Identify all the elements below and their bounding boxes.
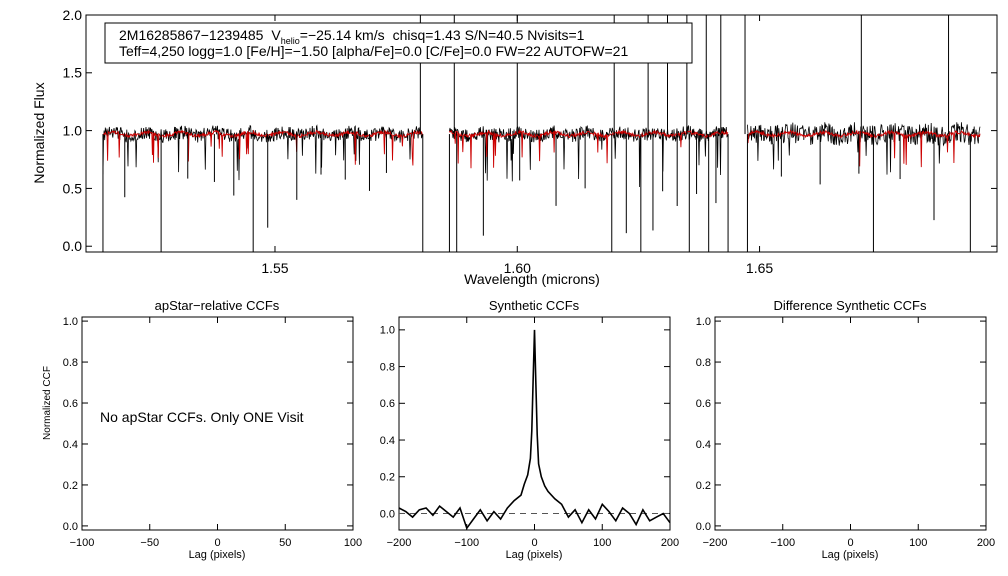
x-tick-label: 1.60	[504, 260, 531, 276]
annotation-v-subscript: helio	[281, 36, 300, 46]
apstar-ccf-ticks: −100 −50 0 50 100 0.0 0.2 0.4 0.6 0.8 1.0	[63, 316, 362, 549]
synthetic-ccf-ticks: −200 −100 0 100 200 0.0 0.2 0.4 0.6 0.8 1.0	[380, 317, 679, 549]
y-tick-label: 0.4	[380, 435, 395, 447]
synthetic-ccf-marks	[398, 329, 671, 530]
y-tick-label: 0.6	[63, 398, 78, 410]
apstar-ccf-xlabel: Lag (pixels)	[189, 549, 246, 561]
synthetic-ccf-line	[398, 329, 671, 530]
y-tick-label: 0.4	[696, 439, 711, 451]
spectrum-xlabel: Wavelength (microns)	[464, 271, 600, 287]
model-spectrum-line	[448, 129, 729, 169]
synthetic-ccf-title: Synthetic CCFs	[489, 298, 580, 313]
annotation-v-value: =−25.14 km/s	[300, 27, 385, 43]
y-tick-label: 0.8	[380, 361, 395, 373]
model-spectrum-line	[746, 129, 981, 168]
difference-ccf-axes-frame	[714, 316, 987, 531]
spectrum-axes-frame	[85, 14, 998, 253]
y-tick-label: 1.5	[63, 65, 83, 81]
x-tick-label: 100	[344, 537, 362, 549]
apstar-ccf-panel: apStar−relative CCFs −100 −50 0 50 100 0.0 0.2…	[42, 298, 362, 561]
x-tick-label: 50	[279, 537, 291, 549]
spectrum-panel: 1.55 1.60 1.65 0.0 0.5 1.0 1.5 2.0 Wavelength (…	[31, 7, 998, 287]
annotation-line-2: Teff=4,250 logg=1.0 [Fe/H]=−1.50 [alpha/…	[119, 43, 628, 59]
observed-spectrum-line	[747, 122, 981, 175]
y-tick-label: 0.2	[380, 472, 395, 484]
y-tick-label: 2.0	[63, 7, 83, 23]
y-tick-label: 0.6	[380, 398, 395, 410]
spectrum-ylabel: Normalized Flux	[31, 82, 47, 183]
difference-ccf-panel: Difference Synthetic CCFs −200 −100 0 100 20…	[696, 298, 995, 561]
y-tick-label: 0.8	[63, 357, 78, 369]
x-tick-label: 200	[977, 537, 995, 549]
x-tick-label: 200	[661, 537, 679, 549]
annotation-v-symbol: V	[271, 27, 281, 43]
x-tick-label: −100	[70, 537, 95, 549]
synthetic-ccf-xlabel: Lag (pixels)	[506, 549, 563, 561]
spectrum-annotation: 2M16285867−1239485 Vhelio=−25.14 km/s chis…	[104, 22, 693, 64]
difference-ccf-xlabel: Lag (pixels)	[822, 549, 879, 561]
y-tick-label: 0.5	[63, 180, 83, 196]
y-tick-label: 1.0	[63, 316, 78, 328]
x-tick-label: −200	[703, 537, 728, 549]
annotation-box	[104, 22, 693, 64]
y-tick-label: 0.6	[696, 398, 711, 410]
y-tick-label: 0.4	[63, 439, 78, 451]
y-tick-label: 0.2	[696, 480, 711, 492]
y-tick-label: 0.0	[380, 508, 395, 520]
x-tick-label: −50	[140, 537, 159, 549]
x-tick-label: −100	[454, 537, 479, 549]
apstar-ccf-message: No apStar CCFs. Only ONE Visit	[100, 409, 304, 425]
y-tick-label: 0.0	[63, 521, 78, 533]
synthetic-ccf-panel: Synthetic CCFs −200 −100 0 100 200 0.0 0.2 0.4 0…	[380, 298, 679, 561]
y-tick-label: 1.0	[380, 325, 395, 337]
x-tick-label: 100	[593, 537, 611, 549]
x-tick-label: 0	[847, 537, 853, 549]
annotation-line-1: 2M16285867−1239485 Vhelio=−25.14 km/s chis…	[119, 27, 585, 46]
annotation-fit-stats: chisq=1.43 S/N=40.5 Nvisits=1	[393, 27, 585, 43]
y-tick-label: 0.2	[63, 480, 78, 492]
x-tick-label: −100	[770, 537, 795, 549]
difference-ccf-title: Difference Synthetic CCFs	[774, 298, 927, 313]
x-tick-label: 0	[214, 537, 220, 549]
spectrum-ticks: 1.55 1.60 1.65 0.0 0.5 1.0 1.5 2.0	[63, 7, 997, 276]
x-tick-label: 1.65	[746, 260, 773, 276]
y-tick-label: 0.0	[63, 238, 83, 254]
y-tick-label: 0.0	[696, 521, 711, 533]
model-spectrum-line	[102, 129, 424, 166]
x-tick-label: 100	[909, 537, 927, 549]
observed-spectrum-line	[449, 125, 729, 188]
apstar-ccf-title: apStar−relative CCFs	[155, 298, 280, 313]
x-tick-label: 1.55	[261, 260, 288, 276]
y-tick-label: 0.8	[696, 357, 711, 369]
x-tick-label: 0	[531, 537, 537, 549]
y-tick-label: 1.0	[696, 316, 711, 328]
y-tick-label: 1.0	[63, 123, 83, 139]
x-tick-label: −200	[387, 537, 412, 549]
apstar-ccf-ylabel: Normalized CCF	[42, 366, 53, 440]
difference-ccf-ticks: −200 −100 0 100 200 0.0 0.2 0.4 0.6 0.8 1.0	[696, 316, 995, 549]
annotation-star-id: 2M16285867−1239485	[119, 27, 264, 43]
